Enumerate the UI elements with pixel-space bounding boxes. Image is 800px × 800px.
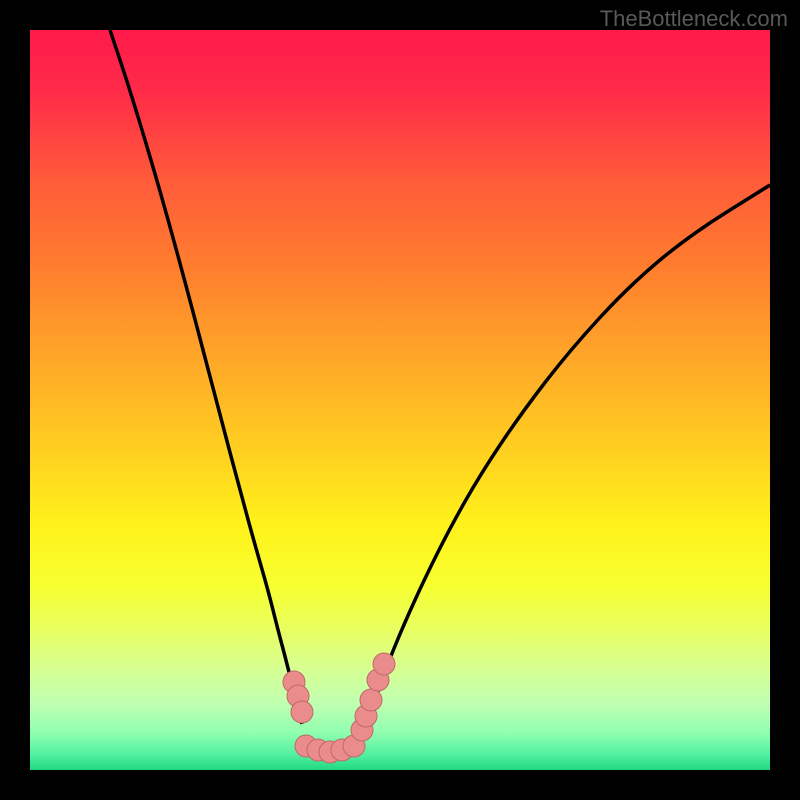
data-marker <box>291 701 313 723</box>
data-marker <box>373 653 395 675</box>
gradient-background <box>30 30 770 770</box>
chart-svg <box>30 30 770 770</box>
chart-region <box>30 30 770 770</box>
data-marker <box>360 689 382 711</box>
watermark-text: TheBottleneck.com <box>600 6 788 32</box>
